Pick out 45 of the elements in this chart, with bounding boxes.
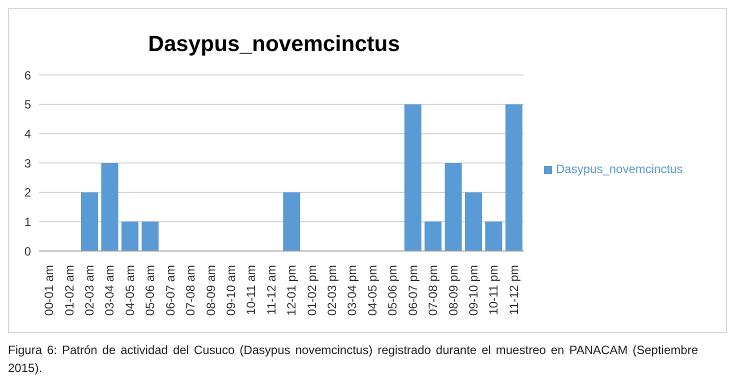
- x-tick-label: 04-05 pm: [365, 265, 380, 316]
- bar: [485, 222, 502, 251]
- y-tick-label: 1: [24, 214, 32, 229]
- bar: [424, 222, 442, 251]
- x-tick-label: 03-04 pm: [345, 265, 360, 316]
- y-tick-label: 4: [24, 126, 32, 141]
- x-tick-label: 01-02 pm: [304, 265, 319, 316]
- legend-label: Dasypus_novemcinctus: [556, 162, 683, 176]
- y-tick-label: 6: [24, 68, 32, 82]
- x-tick-label: 11-12 am: [264, 265, 278, 315]
- bar: [81, 192, 98, 251]
- x-tick-label: 04-05 am: [122, 265, 137, 316]
- x-tick-label: 08-09 am: [204, 265, 218, 316]
- x-tick-label: 06-07 am: [163, 265, 178, 316]
- chart-title: Dasypus_novemcinctus: [147, 31, 401, 57]
- y-tick-label: 2: [24, 186, 32, 200]
- y-tick-label: 0: [24, 244, 32, 258]
- x-tick-label: 08-09 pm: [446, 265, 460, 316]
- bar: [283, 192, 300, 251]
- x-tick-label: 00-01 am: [42, 265, 56, 316]
- bar: [101, 163, 118, 251]
- bar: [142, 222, 159, 251]
- bar: [444, 163, 462, 251]
- y-tick-label: 3: [24, 156, 32, 170]
- x-tick-label: 07-08 pm: [426, 265, 440, 316]
- x-tick-label: 03-04 am: [102, 265, 117, 316]
- x-tick-label: 06-07 pm: [406, 265, 420, 316]
- x-tick-label: 10-11 pm: [486, 265, 501, 315]
- x-tick-label: 01-02 am: [62, 265, 76, 316]
- x-tick-label: 07-08 am: [184, 265, 198, 316]
- bar: [464, 192, 482, 251]
- bar: [404, 104, 422, 251]
- x-tick-label: 11-12 pm: [506, 265, 521, 315]
- x-tick-label: 09-10 pm: [466, 265, 480, 316]
- x-tick-label: 09-10 am: [224, 265, 238, 316]
- y-tick-label: 5: [24, 98, 32, 112]
- text: Figura 6: Patrón de actividad del Cusuco (Dasypus novemcinctus) registrado durante el muestreo en PANACAM (Septiembre 2015).: [8, 342, 698, 376]
- x-tick-label: 02-03 am: [82, 265, 97, 316]
- x-tick-label: 05-06 am: [143, 265, 158, 316]
- x-tick-label: 10-11 am: [244, 265, 258, 315]
- x-tick-label: 05-06 pm: [386, 265, 400, 316]
- x-tick-label: 12-01 pm: [284, 265, 299, 316]
- bar: [505, 104, 522, 251]
- x-tick-label: 02-03 pm: [325, 265, 340, 316]
- bar: [121, 222, 138, 251]
